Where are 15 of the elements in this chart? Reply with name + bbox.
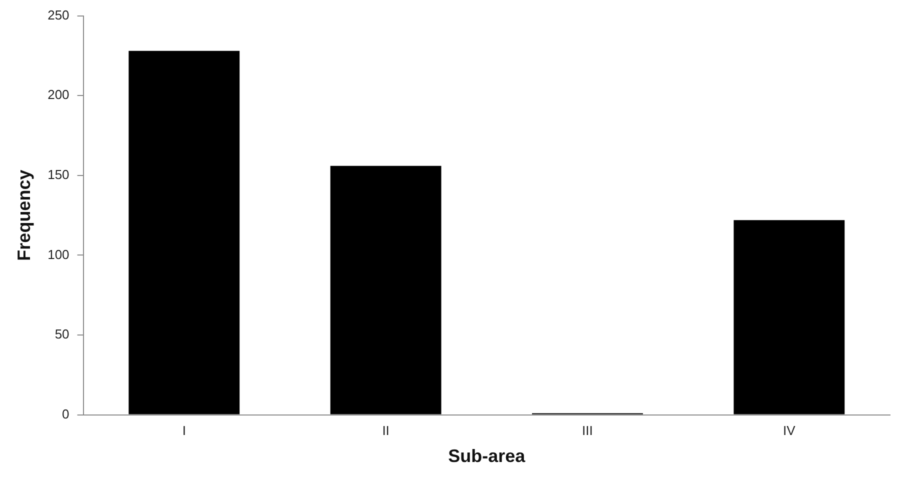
x-tick-label: III <box>582 423 593 438</box>
y-axis-title: Frequency <box>14 170 34 261</box>
x-axis-title: Sub-area <box>448 446 526 466</box>
bar <box>734 220 845 414</box>
y-tick-label: 0 <box>62 406 70 422</box>
x-tick-label: IV <box>783 423 796 438</box>
bar <box>128 50 240 414</box>
y-tick-label: 100 <box>48 246 70 262</box>
y-tick-label: 250 <box>48 7 70 22</box>
y-tick-label: 50 <box>54 326 70 342</box>
bar <box>330 166 442 414</box>
x-tick-label: I <box>182 423 186 438</box>
y-tick-label: 200 <box>48 87 70 102</box>
y-tick-label: 150 <box>48 166 70 182</box>
x-tick-label: II <box>382 423 390 438</box>
